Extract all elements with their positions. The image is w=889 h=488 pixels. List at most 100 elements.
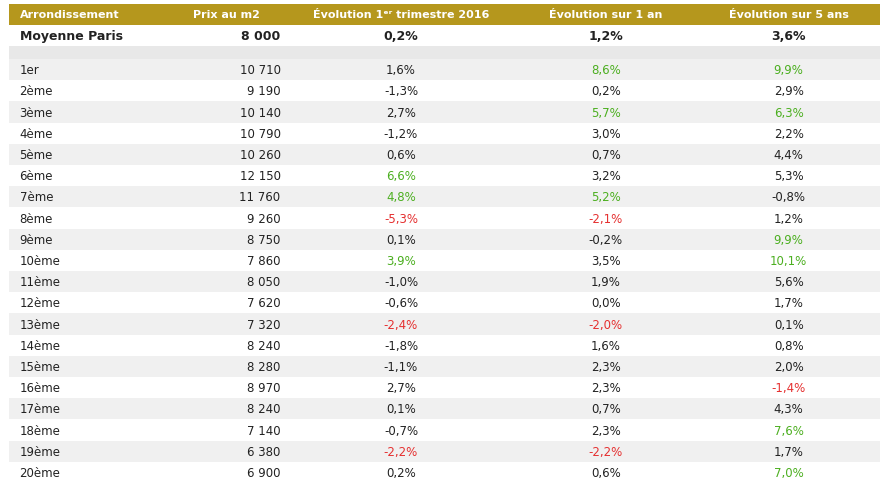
Text: -0,7%: -0,7% — [384, 424, 418, 437]
FancyBboxPatch shape — [9, 441, 880, 462]
Text: 10 140: 10 140 — [239, 106, 281, 119]
Text: -1,0%: -1,0% — [384, 276, 418, 288]
Text: 2,2%: 2,2% — [773, 127, 804, 141]
FancyBboxPatch shape — [9, 271, 880, 293]
Text: 8 970: 8 970 — [247, 382, 281, 394]
Text: 6,6%: 6,6% — [386, 170, 416, 183]
Text: 1,7%: 1,7% — [773, 297, 804, 310]
Text: 0,0%: 0,0% — [591, 297, 621, 310]
Text: 2,3%: 2,3% — [591, 382, 621, 394]
Text: 10 710: 10 710 — [239, 64, 281, 77]
Text: -0,6%: -0,6% — [384, 297, 418, 310]
Text: 5,2%: 5,2% — [591, 191, 621, 204]
Text: 8,6%: 8,6% — [591, 64, 621, 77]
Text: 3,6%: 3,6% — [772, 30, 806, 43]
Text: 19ème: 19ème — [20, 445, 60, 458]
FancyBboxPatch shape — [9, 60, 880, 81]
Text: 7,6%: 7,6% — [773, 424, 804, 437]
Text: 10 790: 10 790 — [239, 127, 281, 141]
Text: 0,2%: 0,2% — [386, 466, 416, 479]
FancyBboxPatch shape — [9, 123, 880, 144]
FancyBboxPatch shape — [9, 420, 880, 441]
Text: -0,8%: -0,8% — [772, 191, 805, 204]
Text: 8ème: 8ème — [20, 212, 53, 225]
Text: 1,2%: 1,2% — [589, 30, 623, 43]
Text: 9,9%: 9,9% — [773, 64, 804, 77]
Text: -2,4%: -2,4% — [384, 318, 418, 331]
Text: 3,0%: 3,0% — [591, 127, 621, 141]
FancyBboxPatch shape — [9, 462, 880, 483]
Text: 6 900: 6 900 — [247, 466, 281, 479]
Text: 5,7%: 5,7% — [591, 106, 621, 119]
Text: 4ème: 4ème — [20, 127, 53, 141]
Text: -2,2%: -2,2% — [384, 445, 418, 458]
FancyBboxPatch shape — [9, 81, 880, 102]
Text: 10,1%: 10,1% — [770, 254, 807, 267]
Text: 4,3%: 4,3% — [773, 403, 804, 416]
FancyBboxPatch shape — [9, 26, 880, 47]
Text: Moyenne Paris: Moyenne Paris — [20, 30, 123, 43]
Text: 2,7%: 2,7% — [386, 382, 416, 394]
FancyBboxPatch shape — [9, 314, 880, 335]
Text: Évolution 1ᵉʳ trimestre 2016: Évolution 1ᵉʳ trimestre 2016 — [313, 10, 489, 20]
Text: -5,3%: -5,3% — [384, 212, 418, 225]
Text: 12 150: 12 150 — [239, 170, 281, 183]
Text: 0,2%: 0,2% — [383, 30, 419, 43]
FancyBboxPatch shape — [9, 166, 880, 187]
Text: -1,8%: -1,8% — [384, 339, 418, 352]
Text: 3ème: 3ème — [20, 106, 53, 119]
Text: 14ème: 14ème — [20, 339, 60, 352]
Text: 8 750: 8 750 — [247, 233, 281, 246]
Text: 12ème: 12ème — [20, 297, 60, 310]
Text: 0,7%: 0,7% — [591, 149, 621, 162]
Text: 11 760: 11 760 — [239, 191, 281, 204]
Text: -1,3%: -1,3% — [384, 85, 418, 98]
Text: 1,6%: 1,6% — [590, 339, 621, 352]
Text: 5,3%: 5,3% — [773, 170, 804, 183]
FancyBboxPatch shape — [9, 47, 880, 60]
Text: 8 240: 8 240 — [247, 403, 281, 416]
Text: 0,7%: 0,7% — [591, 403, 621, 416]
Text: 10 260: 10 260 — [239, 149, 281, 162]
Text: 17ème: 17ème — [20, 403, 60, 416]
Text: 9 260: 9 260 — [247, 212, 281, 225]
Text: 5ème: 5ème — [20, 149, 53, 162]
Text: 0,1%: 0,1% — [386, 403, 416, 416]
Text: -2,2%: -2,2% — [589, 445, 623, 458]
Text: 7 620: 7 620 — [247, 297, 281, 310]
Text: 3,5%: 3,5% — [591, 254, 621, 267]
Text: 0,2%: 0,2% — [591, 85, 621, 98]
FancyBboxPatch shape — [9, 335, 880, 356]
Text: -2,0%: -2,0% — [589, 318, 622, 331]
Text: 7 320: 7 320 — [247, 318, 281, 331]
Text: 15ème: 15ème — [20, 360, 60, 373]
Text: 1,9%: 1,9% — [590, 276, 621, 288]
Text: 1,7%: 1,7% — [773, 445, 804, 458]
FancyBboxPatch shape — [9, 208, 880, 229]
Text: 16ème: 16ème — [20, 382, 60, 394]
FancyBboxPatch shape — [9, 399, 880, 420]
Text: -1,2%: -1,2% — [384, 127, 418, 141]
FancyBboxPatch shape — [9, 102, 880, 123]
Text: 1,6%: 1,6% — [386, 64, 416, 77]
FancyBboxPatch shape — [9, 293, 880, 314]
Text: 3,9%: 3,9% — [386, 254, 416, 267]
Text: 4,4%: 4,4% — [773, 149, 804, 162]
Text: 8 240: 8 240 — [247, 339, 281, 352]
Text: 0,8%: 0,8% — [773, 339, 804, 352]
FancyBboxPatch shape — [9, 356, 880, 377]
Text: 10ème: 10ème — [20, 254, 60, 267]
Text: 2,3%: 2,3% — [591, 360, 621, 373]
Text: 7,0%: 7,0% — [773, 466, 804, 479]
Text: 6ème: 6ème — [20, 170, 53, 183]
Text: 5,6%: 5,6% — [773, 276, 804, 288]
Text: 9ème: 9ème — [20, 233, 53, 246]
Text: Arrondissement: Arrondissement — [20, 10, 119, 20]
Text: 2,0%: 2,0% — [773, 360, 804, 373]
FancyBboxPatch shape — [9, 187, 880, 208]
Text: 4,8%: 4,8% — [386, 191, 416, 204]
Text: 0,6%: 0,6% — [591, 466, 621, 479]
Text: 8 280: 8 280 — [247, 360, 281, 373]
Text: 0,6%: 0,6% — [386, 149, 416, 162]
Text: 2,3%: 2,3% — [591, 424, 621, 437]
